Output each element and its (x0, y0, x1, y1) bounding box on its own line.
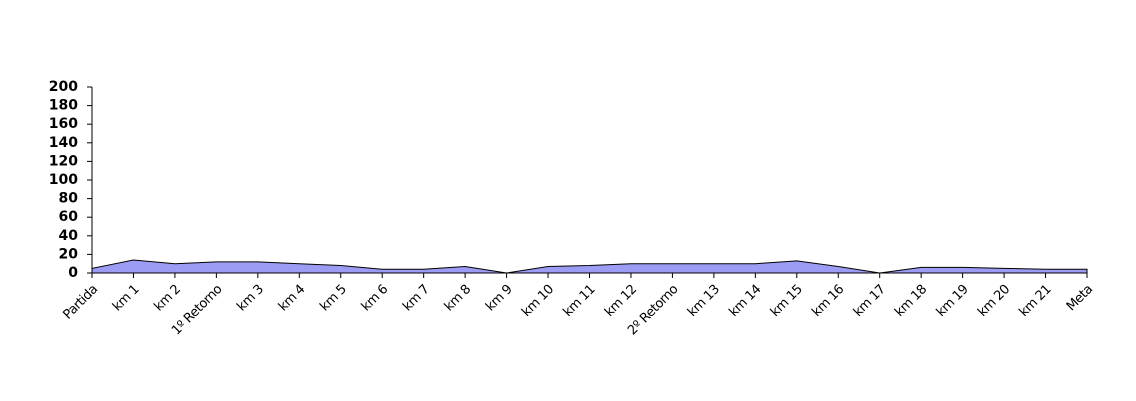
x-tick-label: km 14 (726, 282, 764, 320)
x-tick-label: km 11 (561, 282, 599, 320)
x-tick-label: km 19 (934, 282, 972, 320)
x-tick-label: Meta (1064, 282, 1096, 314)
x-tick-label: km 1 (110, 282, 142, 314)
x-tick-label: km 17 (851, 282, 889, 320)
y-tick-label: 20 (59, 246, 79, 262)
area (91, 259, 1088, 274)
x-tick-label: Partida (61, 282, 101, 322)
y-tick-label: 140 (49, 135, 78, 151)
x-tick-label: km 16 (809, 282, 847, 320)
x-tick-label: km 13 (685, 282, 723, 320)
x-tick-label: km 12 (602, 282, 640, 320)
y-tick-label: 160 (49, 116, 78, 132)
x-tick-label: km 2 (151, 282, 183, 314)
y-tick-label: 180 (49, 98, 78, 114)
x-tick-label: km 5 (317, 282, 349, 314)
x-tick-label: km 21 (1017, 282, 1055, 320)
y-tick-label: 80 (59, 191, 79, 207)
x-tick-label: km 3 (234, 282, 266, 314)
x-tick-label: km 15 (768, 282, 806, 320)
y-tick-label: 0 (68, 265, 78, 281)
y-tick-label: 60 (59, 209, 79, 225)
y-tick-label: 120 (49, 153, 78, 169)
y-tick-label: 100 (49, 172, 78, 188)
x-tick-label: km 6 (359, 282, 391, 314)
y-tick-label: 40 (59, 228, 79, 244)
x-tick-label: km 18 (892, 282, 930, 320)
x-tick-label: km 10 (519, 282, 557, 320)
x-tick-label: km 7 (400, 282, 432, 314)
x-tick-label: km 8 (442, 282, 474, 314)
x-tick-label: km 20 (975, 282, 1013, 320)
x-tick-label: km 4 (276, 282, 308, 314)
y-tick-label: 200 (49, 79, 78, 95)
x-tick-label: km 9 (483, 282, 515, 314)
